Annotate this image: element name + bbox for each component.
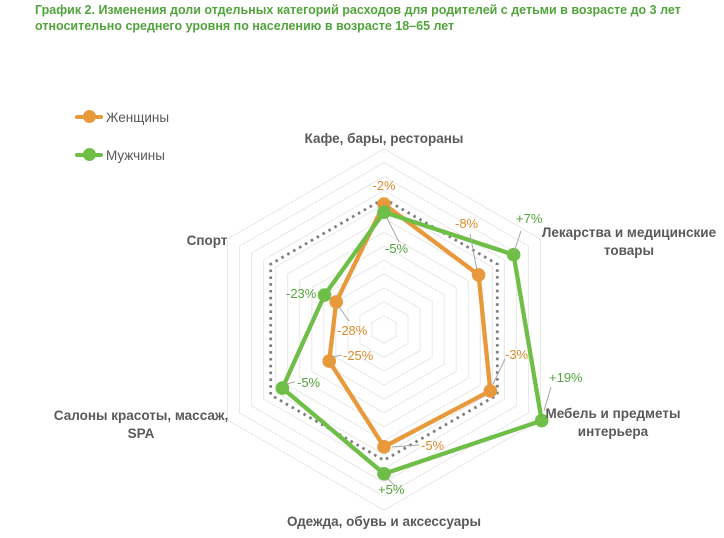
value-label-women-medicine: -8% — [455, 216, 479, 231]
grid-ring — [311, 245, 457, 414]
legend-item-women: Женщины — [75, 109, 169, 125]
label-leader-line — [391, 444, 420, 448]
value-label-men-medicine: +7% — [516, 211, 543, 226]
legend-label-men: Мужчины — [106, 147, 165, 163]
grid-ring — [227, 148, 541, 511]
grid-ring — [371, 315, 397, 344]
data-point-women — [322, 354, 337, 368]
axis-label-furniture: Мебель и предметы интерьера — [545, 406, 681, 439]
reference-ring-zero — [269, 197, 499, 462]
data-point-men — [377, 467, 391, 481]
label-leader-line — [513, 230, 522, 253]
value-label-women-sport: -28% — [337, 323, 368, 338]
data-point-men — [275, 381, 290, 395]
data-point-women — [329, 295, 344, 309]
label-leader-line — [285, 381, 296, 385]
value-label-men-cafes: -5% — [385, 241, 409, 256]
legend-item-men: Мужчины — [75, 147, 165, 163]
value-label-men-sport: -23% — [286, 286, 317, 301]
label-leader-line — [387, 478, 396, 487]
chart-title: График 2. Изменения доли отдельных катег… — [35, 3, 681, 33]
grid-ring — [347, 287, 421, 372]
legend-marker-men-icon — [75, 148, 103, 162]
label-leader-line — [386, 217, 400, 243]
series-polygon-men — [280, 210, 544, 476]
value-label-women-cafes: -2% — [372, 178, 396, 193]
value-label-women-clothes: -5% — [421, 438, 445, 453]
axis-label-sport: Спорт — [186, 233, 228, 248]
label-leader-line — [338, 306, 350, 322]
legend-marker-women-icon — [75, 110, 103, 124]
legend-label-women: Женщины — [106, 109, 170, 125]
value-label-women-furniture: -3% — [505, 347, 529, 362]
label-leader-line — [469, 233, 478, 271]
axis-label-cafes: Кафе, бары, рестораны — [304, 131, 464, 146]
data-point-men — [506, 247, 521, 262]
axis-label-beauty: Салоны красоты, массаж, SPA — [53, 408, 229, 441]
value-label-men-furniture: +19% — [549, 370, 583, 385]
label-leader-line — [543, 386, 552, 412]
label-leader-line — [332, 354, 343, 358]
axis-label-medicine: Лекарства и медицинские товары — [541, 225, 717, 258]
value-label-men-beauty: -5% — [297, 375, 321, 390]
value-label-men-clothes: +5% — [378, 482, 405, 497]
grid-ring — [287, 217, 481, 442]
data-point-men — [377, 205, 391, 219]
axis-label-clothes: Одежда, обувь и аксессуары — [286, 514, 482, 529]
label-leader-line — [492, 358, 506, 385]
grid-ring — [239, 162, 529, 497]
value-label-women-beauty: -25% — [343, 348, 374, 363]
grid-ring — [275, 203, 493, 456]
data-point-women — [471, 268, 486, 282]
grid-ring — [299, 231, 469, 428]
data-point-men — [534, 413, 549, 428]
grid-ring — [359, 301, 409, 358]
data-point-women — [483, 384, 498, 398]
data-point-men — [317, 288, 332, 302]
data-point-women — [377, 440, 391, 454]
